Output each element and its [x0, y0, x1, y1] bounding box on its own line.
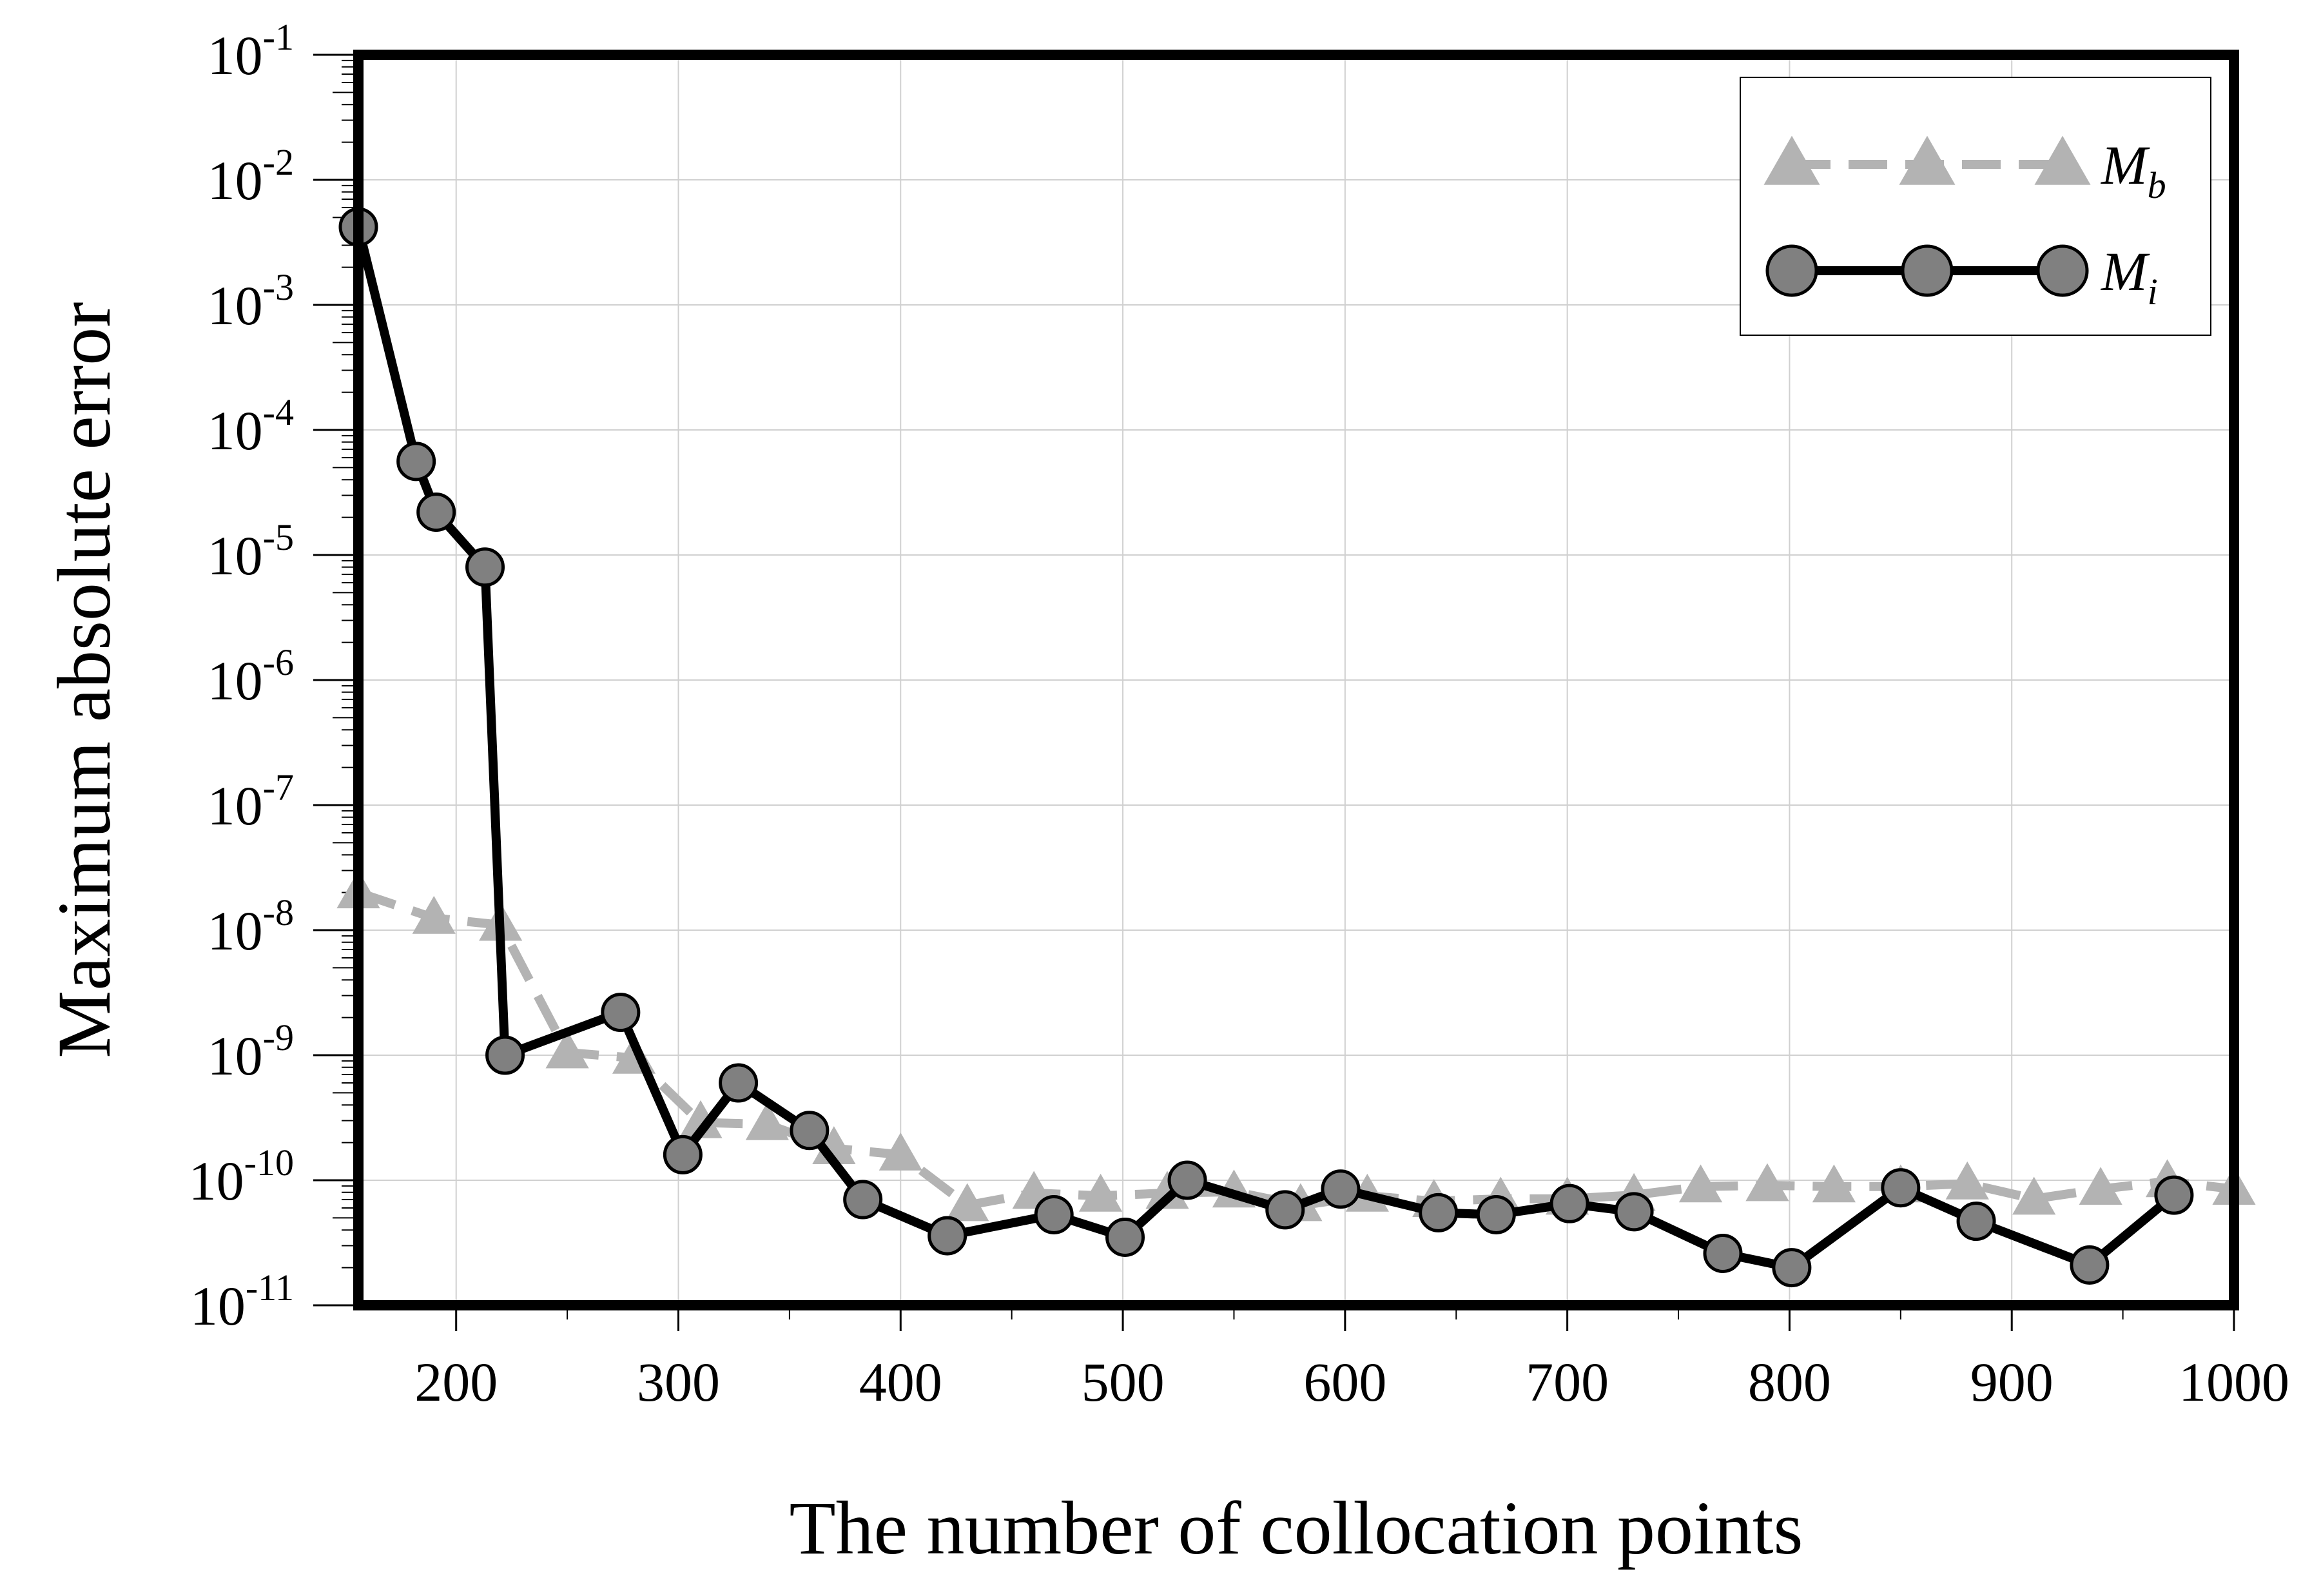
legend-marker-triangle — [2034, 135, 2091, 185]
data-point-circle — [465, 547, 505, 587]
data-point-circle — [396, 442, 436, 482]
data-point-circle — [2154, 1175, 2194, 1215]
data-point-circle — [1881, 1168, 1921, 1208]
y-tick-label: 10-1 — [208, 16, 294, 86]
y-tick-label: 10-8 — [208, 891, 294, 962]
y-tick-label: 10-3 — [208, 266, 294, 336]
data-point-circle — [1167, 1160, 1207, 1200]
y-axis-title: Maximum absolute error — [42, 302, 126, 1058]
x-axis-ticks: 200 300 400 500 600 700 800 900 1000 — [414, 1305, 2289, 1413]
legend-marker-circle — [1765, 244, 1818, 297]
data-point-triangle — [2079, 1167, 2122, 1205]
y-tick-label: 10-11 — [190, 1267, 294, 1337]
legend: Mb Mi — [1740, 77, 2211, 336]
series-line — [356, 888, 2235, 1210]
legend-item: Mi — [1765, 240, 2158, 313]
x-tick-label: 200 — [414, 1351, 498, 1413]
data-point-circle — [927, 1216, 967, 1256]
data-point-circle — [843, 1180, 883, 1220]
y-tick-label: 10-5 — [208, 516, 294, 587]
y-tick-label: 10-10 — [189, 1142, 294, 1212]
data-point-circle — [416, 492, 456, 532]
data-point-triangle — [1745, 1163, 1789, 1202]
data-point-triangle — [2012, 1176, 2056, 1215]
y-tick-label: 10-9 — [208, 1017, 294, 1087]
data-point-circle — [1265, 1190, 1305, 1230]
legend-marker-circle — [2036, 244, 2089, 297]
legend-marker-triangle — [1763, 135, 1820, 185]
y-tick-label: 10-2 — [208, 141, 294, 211]
x-tick-label: 400 — [859, 1351, 942, 1413]
data-point-circle — [1105, 1217, 1145, 1257]
x-axis-title: The number of collocation points — [790, 1486, 1803, 1570]
legend-marker-triangle — [1899, 135, 1956, 185]
x-tick-label: 700 — [1526, 1351, 1609, 1413]
y-axis-ticks: 10-11 10-10 10-9 10-8 10-7 10-6 10-5 10-4 10-3 10… — [189, 16, 358, 1337]
data-point-triangle — [879, 1133, 922, 1171]
data-point-circle — [1419, 1192, 1459, 1232]
data-point-circle — [1476, 1194, 1516, 1234]
x-tick-label: 600 — [1303, 1351, 1386, 1413]
data-point-triangle — [412, 895, 456, 934]
data-point-triangle — [1678, 1164, 1723, 1203]
data-point-circle — [663, 1134, 703, 1174]
legend-item: Mb — [1763, 134, 2166, 206]
data-point-triangle — [946, 1183, 989, 1221]
data-point-circle — [2070, 1245, 2110, 1285]
y-tick-label: 10-6 — [208, 641, 294, 712]
x-tick-label: 800 — [1748, 1351, 1831, 1413]
series-Mi — [338, 207, 2194, 1288]
data-point-circle — [1772, 1248, 1812, 1288]
data-point-circle — [790, 1111, 830, 1151]
y-tick-label: 10-7 — [208, 766, 294, 837]
data-point-circle — [601, 993, 641, 1033]
data-point-circle — [1703, 1233, 1743, 1273]
data-point-circle — [485, 1035, 525, 1075]
x-tick-label: 300 — [637, 1351, 720, 1413]
series-layer — [336, 207, 2256, 1288]
legend-label: Mb — [2100, 134, 2166, 206]
data-point-triangle — [1812, 1164, 1856, 1203]
data-point-triangle — [1945, 1161, 1989, 1200]
y-tick-label: 10-4 — [208, 391, 294, 462]
data-point-circle — [1034, 1194, 1074, 1234]
data-point-circle — [719, 1063, 759, 1103]
data-point-circle — [1956, 1202, 1996, 1241]
data-point-triangle — [545, 1030, 589, 1069]
plot-frame — [353, 50, 2239, 1310]
data-point-triangle — [1078, 1173, 1123, 1212]
x-tick-label: 900 — [1970, 1351, 2054, 1413]
data-point-circle — [1549, 1183, 1589, 1223]
legend-label: Mi — [2100, 240, 2158, 313]
data-point-triangle — [745, 1102, 790, 1140]
x-tick-label: 1000 — [2179, 1351, 2289, 1413]
data-point-circle — [1614, 1192, 1654, 1232]
legend-marker-circle — [1901, 244, 1954, 297]
x-tick-label: 500 — [1082, 1351, 1165, 1413]
data-point-circle — [1321, 1169, 1361, 1209]
legend-box — [1740, 77, 2211, 336]
